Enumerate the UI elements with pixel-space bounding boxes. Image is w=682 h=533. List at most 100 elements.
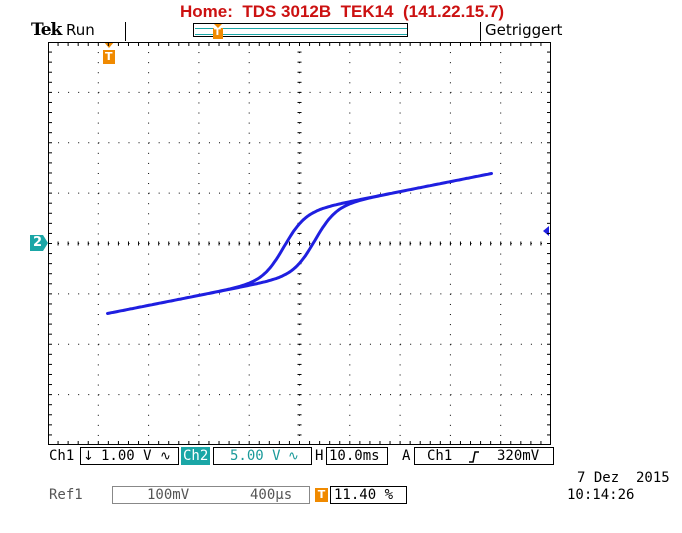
grid-dot bbox=[269, 394, 271, 396]
grid-dot bbox=[229, 394, 231, 396]
grid-dot bbox=[128, 343, 130, 345]
grid-dot bbox=[319, 192, 321, 194]
ref1-box[interactable] bbox=[112, 486, 310, 504]
grid-dot bbox=[168, 293, 170, 295]
grid-dot bbox=[500, 162, 502, 164]
grid-dot bbox=[248, 52, 250, 54]
grid-dot bbox=[399, 233, 401, 235]
ch2-label[interactable]: Ch2 bbox=[181, 447, 211, 465]
grid-dot bbox=[369, 142, 371, 144]
grid-dot bbox=[449, 314, 451, 316]
grid-dot bbox=[329, 343, 331, 345]
grid-dot bbox=[390, 343, 392, 345]
grid-dot bbox=[399, 404, 401, 406]
trigger-position-icon[interactable]: T bbox=[101, 42, 117, 66]
grid-dot bbox=[349, 192, 351, 194]
grid-dot bbox=[500, 343, 502, 345]
grid-dot bbox=[449, 233, 451, 235]
t-position-box[interactable] bbox=[330, 486, 407, 504]
record-trigger-icon: T bbox=[211, 24, 225, 40]
grid-dot bbox=[299, 62, 300, 64]
grid-dot bbox=[349, 233, 351, 235]
grid-dot bbox=[449, 162, 451, 164]
hysteresis-trace bbox=[106, 172, 493, 315]
grid-dot bbox=[178, 91, 180, 93]
grid-dot bbox=[339, 142, 341, 144]
grid-dot bbox=[239, 394, 241, 396]
grid-dot bbox=[269, 91, 271, 93]
grid-dot bbox=[148, 192, 150, 194]
grid-dot bbox=[449, 263, 451, 265]
grid-dot bbox=[158, 293, 160, 295]
grid-dot bbox=[349, 152, 351, 154]
grid-dot bbox=[97, 283, 99, 285]
grid-dot bbox=[500, 122, 502, 124]
grid-dot bbox=[289, 394, 291, 396]
grid-dot bbox=[490, 142, 492, 144]
grid-dot bbox=[88, 192, 90, 194]
grid-dot bbox=[399, 303, 401, 305]
grid-dot bbox=[410, 142, 412, 144]
header-divider bbox=[480, 22, 481, 41]
ch1-scale-box[interactable] bbox=[80, 447, 179, 465]
grid-dot bbox=[198, 424, 200, 426]
grid-dot bbox=[460, 142, 462, 144]
grid-dot bbox=[510, 142, 512, 144]
grid-dot bbox=[148, 203, 150, 205]
grid-dot bbox=[198, 62, 200, 64]
grid-dot bbox=[248, 172, 250, 174]
grid-dot bbox=[279, 91, 281, 93]
grid-dot bbox=[148, 343, 150, 345]
grid-dot bbox=[198, 112, 200, 114]
grid-dot bbox=[399, 62, 401, 64]
timebase-box[interactable] bbox=[326, 447, 388, 465]
grid-dot bbox=[248, 384, 250, 386]
grid-dot bbox=[168, 142, 170, 144]
grid-dot bbox=[198, 314, 200, 316]
grid-dot bbox=[198, 343, 200, 345]
grid-dot bbox=[500, 374, 502, 376]
grid-dot bbox=[108, 293, 110, 295]
grid-dot bbox=[138, 91, 140, 93]
grid-dot bbox=[400, 91, 402, 93]
grid-dot bbox=[399, 314, 401, 316]
grid-dot bbox=[449, 404, 451, 406]
grid-dot bbox=[97, 102, 99, 104]
ch1-label[interactable]: Ch1 bbox=[49, 448, 75, 464]
grid-dot bbox=[289, 142, 291, 144]
wave-icon: ∿ bbox=[160, 449, 171, 464]
grid-dot bbox=[329, 91, 331, 93]
grid-dot bbox=[148, 414, 150, 416]
grid-dot bbox=[198, 334, 200, 336]
grid-dot bbox=[249, 394, 251, 396]
grid-dot bbox=[480, 142, 482, 144]
trigger-box[interactable] bbox=[414, 447, 554, 465]
grid-dot bbox=[440, 394, 442, 396]
grid-dot bbox=[359, 192, 361, 194]
grid-dot bbox=[329, 192, 331, 194]
grid-dot bbox=[279, 192, 281, 194]
grid-dot bbox=[178, 192, 180, 194]
grid-dot bbox=[97, 303, 99, 305]
grid-dot bbox=[329, 293, 331, 295]
channel2-ground-marker[interactable]: 2 bbox=[30, 235, 48, 251]
grid-dot bbox=[108, 394, 110, 396]
grid-dot bbox=[97, 384, 99, 386]
ch2-scale-box[interactable] bbox=[213, 447, 312, 465]
grid-dot bbox=[500, 414, 502, 416]
grid-dot bbox=[97, 112, 99, 114]
grid-dot bbox=[399, 364, 401, 366]
ref1-label[interactable]: Ref1 bbox=[49, 487, 83, 503]
grid-dot bbox=[449, 414, 451, 416]
t-marker-label: T bbox=[317, 488, 326, 501]
grid-dot bbox=[349, 424, 351, 426]
grid-dot bbox=[148, 253, 150, 255]
grid-dot bbox=[379, 192, 381, 194]
grid-dot bbox=[480, 91, 482, 93]
grid-dot bbox=[289, 91, 291, 93]
grid-dot bbox=[349, 102, 351, 104]
grid-dot bbox=[299, 52, 300, 54]
grid-dot bbox=[248, 122, 250, 124]
grid-dot bbox=[97, 132, 99, 134]
grid-dot bbox=[450, 394, 452, 396]
